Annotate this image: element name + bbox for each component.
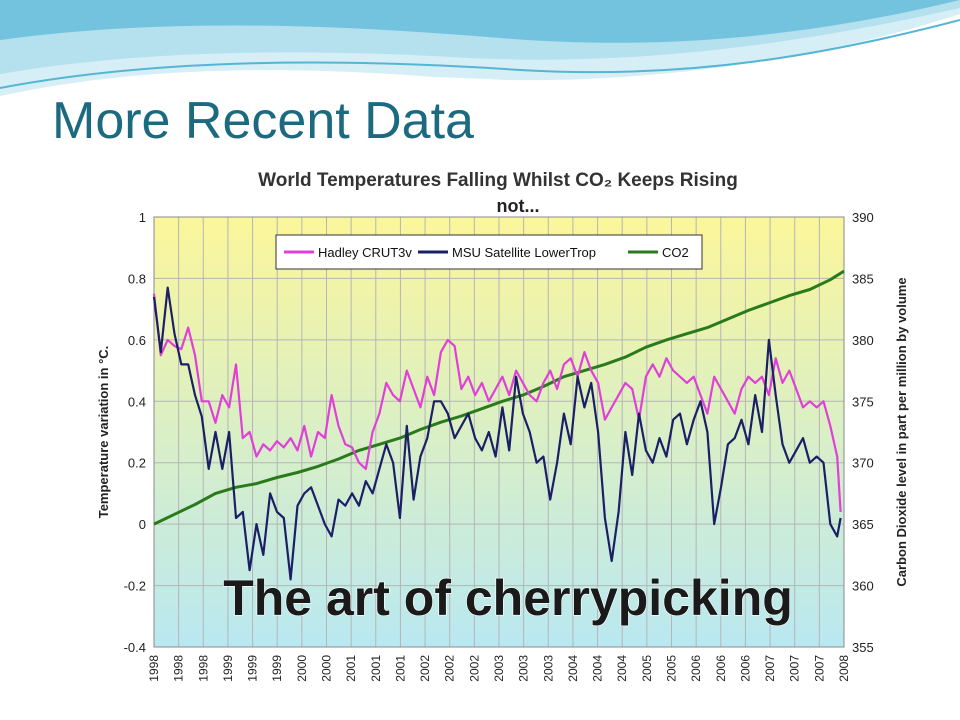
x-tick-label: 2002 <box>418 655 432 682</box>
overlay-text: The art of cherrypicking <box>223 570 793 626</box>
x-tick-label: 2007 <box>763 655 777 682</box>
left-axis-ticks: 1 0.8 0.6 0.4 0.2 0 -0.2 -0.4 <box>124 210 146 655</box>
right-tick-label: 390 <box>852 210 874 225</box>
header-wave-decoration <box>0 0 960 101</box>
x-tick-label: 1999 <box>221 655 235 682</box>
left-tick-label: 0.4 <box>128 394 146 409</box>
x-tick-label: 2007 <box>812 655 826 682</box>
right-tick-label: 365 <box>852 517 874 532</box>
series-line-2 <box>153 269 845 526</box>
plot-border <box>153 216 845 648</box>
x-tick-label: 2006 <box>689 655 703 682</box>
x-tick-label: 2000 <box>320 655 334 682</box>
chart-subtitle: not... <box>497 196 540 216</box>
chart-title: World Temperatures Falling Whilst CO₂ Ke… <box>258 170 738 191</box>
right-tick-label: 380 <box>852 333 874 348</box>
left-tick-label: -0.2 <box>124 579 146 594</box>
x-tick-label: 1998 <box>147 655 161 682</box>
x-tick-label: 2007 <box>788 655 802 682</box>
left-axis-label: Temperature variation in °C. <box>96 346 111 519</box>
x-tick-label: 2004 <box>615 655 629 682</box>
x-tick-label: 2004 <box>566 655 580 682</box>
legend-label-co2: CO2 <box>662 245 689 260</box>
x-tick-label: 2005 <box>665 655 679 682</box>
right-axis-label: Carbon Dioxide level in part per million… <box>894 277 909 586</box>
x-tick-label: 1999 <box>246 655 260 682</box>
series-line-1 <box>152 286 842 581</box>
left-tick-label: 1 <box>139 210 146 225</box>
x-tick-label: 1998 <box>196 655 210 682</box>
legend-label-msu: MSU Satellite LowerTrop <box>452 245 596 260</box>
left-tick-label: 0.8 <box>128 271 146 286</box>
left-tick-label: -0.4 <box>124 640 146 655</box>
x-tick-label: 2005 <box>640 655 654 682</box>
right-tick-label: 375 <box>852 394 874 409</box>
x-tick-label: 2001 <box>344 655 358 682</box>
x-tick-label: 2002 <box>443 655 457 682</box>
slide-title: More Recent Data <box>52 92 474 150</box>
x-tick-label: 2003 <box>541 655 555 682</box>
chart: World Temperatures Falling Whilst CO₂ Ke… <box>88 150 920 720</box>
left-tick-label: 0.2 <box>128 456 146 471</box>
x-tick-label: 2003 <box>492 655 506 682</box>
series-line-0 <box>152 293 842 512</box>
right-axis-ticks: 390 385 380 375 370 365 360 355 <box>852 210 874 655</box>
legend-box <box>275 234 703 270</box>
x-tick-label: 1998 <box>172 655 186 682</box>
legend-label-hadley: Hadley CRUT3v <box>318 245 412 260</box>
x-tick-label: 2002 <box>467 655 481 682</box>
left-tick-label: 0.6 <box>128 333 146 348</box>
x-tick-label: 2001 <box>393 655 407 682</box>
series-layer <box>152 269 845 581</box>
x-tick-label: 2006 <box>714 655 728 682</box>
right-tick-label: 360 <box>852 579 874 594</box>
x-tick-label: 2006 <box>738 655 752 682</box>
right-tick-label: 355 <box>852 640 874 655</box>
x-tick-label: 2003 <box>517 655 531 682</box>
right-tick-label: 385 <box>852 271 874 286</box>
legend: Hadley CRUT3v MSU Satellite LowerTrop CO… <box>275 234 703 270</box>
x-tick-label: 1999 <box>270 655 284 682</box>
x-tick-label: 2004 <box>591 655 605 682</box>
x-tick-label: 2000 <box>295 655 309 682</box>
right-tick-label: 370 <box>852 456 874 471</box>
left-tick-label: 0 <box>139 517 146 532</box>
x-tick-label: 2001 <box>369 655 383 682</box>
x-tick-label: 2008 <box>837 655 851 682</box>
x-axis-ticks: 1998 1998 1998 1999 1999 1999 2000 2000 2001 2001… <box>147 655 851 682</box>
